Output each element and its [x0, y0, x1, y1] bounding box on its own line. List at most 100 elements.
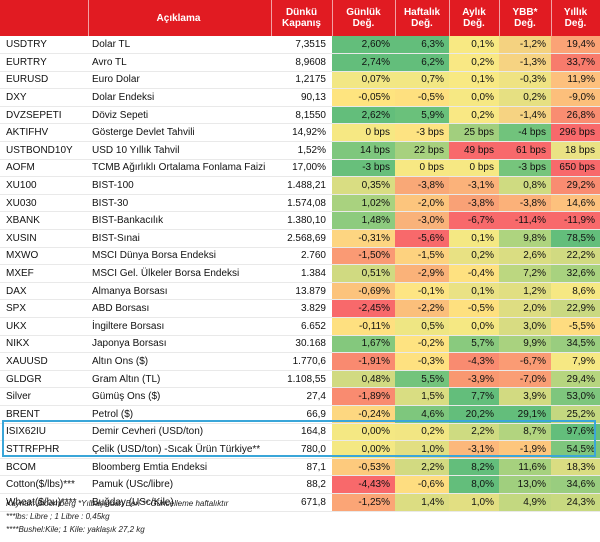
instrument-description: İngiltere Borsası	[88, 317, 271, 336]
daily-change: -2,45%	[332, 299, 395, 318]
instrument-code: STTRFPHR	[0, 440, 88, 459]
close-value: 164,8	[271, 423, 332, 442]
daily-change: 1,48%	[332, 211, 395, 231]
table-row: USDTRY Dolar TL 7,3515 2,60% 6,3% 0,1% -1,2% 19…	[0, 36, 600, 55]
instrument-code: NIKX	[0, 335, 88, 354]
yearly-change: 24,3%	[551, 493, 600, 512]
yearly-change: -5,5%	[551, 317, 600, 336]
table-row: MXWO MSCI Dünya Borsa Endeksi 2.760 -1,50% -…	[0, 247, 600, 266]
yearly-change: 29,4%	[551, 370, 600, 389]
table-row: MXEF MSCI Gel. Ülkeler Borsa Endeksi 1.384…	[0, 264, 600, 283]
daily-change: -1,89%	[332, 387, 395, 406]
weekly-change: 4,6%	[395, 405, 449, 424]
weekly-change: -2,2%	[395, 299, 449, 318]
ytd-change: 29,1%	[499, 405, 551, 424]
instrument-description: Japonya Borsası	[88, 335, 271, 354]
table-row: Wheat($/bu)**** Buğday (USc/Kile) 671,8 -1,…	[0, 493, 600, 512]
table-row: AKTIFHV Gösterge Devlet Tahvili 14,92% 0 bp…	[0, 123, 600, 143]
ytd-change: 1,2%	[499, 282, 551, 301]
instrument-description: TCMB Ağırlıklı Ortalama Fonlama Faizi	[88, 159, 271, 178]
daily-change: 0,00%	[332, 423, 395, 442]
header-weekly-change: Haftalık Değ.	[395, 0, 450, 36]
instrument-description: Altın Ons ($)	[88, 352, 271, 371]
instrument-code: BCOM	[0, 458, 88, 477]
ytd-change: -7,0%	[499, 370, 551, 389]
instrument-description: Demir Cevheri (USD/ton)	[88, 423, 271, 442]
close-value: 88,2	[271, 475, 332, 494]
daily-change: 2,62%	[332, 106, 395, 125]
weekly-change: 5,9%	[395, 106, 449, 125]
instrument-description: Bloomberg Emtia Endeksi	[88, 458, 271, 477]
market-table: Açıklama Dünkü Kapanış Günlük Değ. Hafta…	[0, 0, 600, 512]
daily-change: -0,05%	[332, 88, 395, 107]
instrument-code: DVZSEPETI	[0, 106, 88, 125]
ytd-change: -3 bps	[499, 159, 551, 178]
yearly-change: 11,9%	[551, 71, 600, 90]
instrument-code: XU100	[0, 176, 88, 195]
yearly-change: 32,6%	[551, 264, 600, 283]
monthly-change: -3,9%	[449, 370, 499, 389]
ytd-change: -1,9%	[499, 440, 551, 459]
close-value: 1,2175	[271, 71, 332, 90]
ytd-change: -1,3%	[499, 53, 551, 72]
table-row: NIKX Japonya Borsası 30.168 1,67% -0,2% 5,7% 9…	[0, 335, 600, 354]
instrument-description: Dolar Endeksi	[88, 88, 271, 107]
ytd-change: 9,9%	[499, 335, 551, 354]
ytd-change: 2,6%	[499, 247, 551, 266]
instrument-description: Almanya Borsası	[88, 282, 271, 301]
yearly-change: 26,8%	[551, 106, 600, 125]
instrument-description: Gram Altın (TL)	[88, 370, 271, 389]
table-row: XAUUSD Altın Ons ($) 1.770,6 -1,91% -0,3% -4,…	[0, 352, 600, 371]
daily-change: 1,67%	[332, 335, 395, 354]
yearly-change: 25,2%	[551, 405, 600, 424]
yearly-change: 8,6%	[551, 282, 600, 301]
instrument-description: Gümüş Ons ($)	[88, 387, 271, 406]
instrument-description: Dolar TL	[88, 36, 271, 55]
daily-change: -0,24%	[332, 405, 395, 424]
instrument-description: ABD Borsası	[88, 299, 271, 318]
instrument-code: XAUUSD	[0, 352, 88, 371]
weekly-change: -1,5%	[395, 247, 449, 266]
weekly-change: -0,6%	[395, 475, 449, 494]
table-row: DVZSEPETI Döviz Sepeti 8,1550 2,62% 5,9% 0,2%…	[0, 106, 600, 125]
monthly-change: 0,2%	[449, 53, 499, 72]
table-row: XU030 BIST-30 1.574,08 1,02% -2,0% -3,8% -3,8%…	[0, 194, 600, 213]
yearly-change: 22,9%	[551, 299, 600, 318]
weekly-change: 0 bps	[395, 159, 449, 178]
header-row: Açıklama Dünkü Kapanış Günlük Değ. Hafta…	[0, 0, 600, 36]
table-row: XUSIN BIST-Sınai 2.568,69 -0,31% -5,6% 0,1% 9,…	[0, 229, 600, 248]
monthly-change: 0,1%	[449, 71, 499, 90]
header-close: Dünkü Kapanış	[271, 0, 333, 36]
ytd-change: 13,0%	[499, 475, 551, 494]
close-value: 30.168	[271, 335, 332, 354]
header-monthly-change: Aylık Değ.	[449, 0, 500, 36]
daily-change: 0,48%	[332, 370, 395, 389]
instrument-code: EURUSD	[0, 71, 88, 90]
table-body: USDTRY Dolar TL 7,3515 2,60% 6,3% 0,1% -1,2% 19…	[0, 36, 600, 512]
yearly-change: 53,0%	[551, 387, 600, 406]
yearly-change: 34,6%	[551, 475, 600, 494]
monthly-change: 0,1%	[449, 282, 499, 301]
table-row: STTRFPHR Çelik (USD/ton) -Sıcak Ürün Türk…	[0, 440, 600, 459]
monthly-change: 2,2%	[449, 423, 499, 442]
note-libre: ***lbs: Libre ; 1 Libre : 0,45kg	[6, 512, 110, 521]
table-row: GLDGR Gram Altın (TL) 1.108,55 0,48% 5,5% -3,…	[0, 370, 600, 389]
yearly-change: 18 bps	[551, 141, 600, 160]
ytd-change: -4 bps	[499, 123, 551, 143]
monthly-change: 8,0%	[449, 475, 499, 494]
monthly-change: -3,8%	[449, 194, 499, 213]
yearly-change: 97,6%	[551, 423, 600, 442]
header-ytd-change: YBB* Değ.	[499, 0, 552, 36]
instrument-description: MSCI Dünya Borsa Endeksi	[88, 247, 271, 266]
weekly-change: -2,0%	[395, 194, 449, 213]
close-value: 14,92%	[271, 123, 332, 143]
close-value: 17,00%	[271, 159, 332, 178]
yearly-change: 18,3%	[551, 458, 600, 477]
instrument-description: BIST-Bankacılık	[88, 211, 271, 231]
weekly-change: -0,3%	[395, 352, 449, 371]
ytd-change: -1,2%	[499, 36, 551, 55]
table-row: DXY Dolar Endeksi 90,13 -0,05% -0,5% 0,0% 0,2%…	[0, 88, 600, 107]
table-row: EURTRY Avro TL 8,9608 2,74% 6,2% 0,2% -1,3% 33,…	[0, 53, 600, 72]
note-source: Kaynak: Bloomberg *Yılbaşından Beri ** G…	[6, 499, 229, 508]
